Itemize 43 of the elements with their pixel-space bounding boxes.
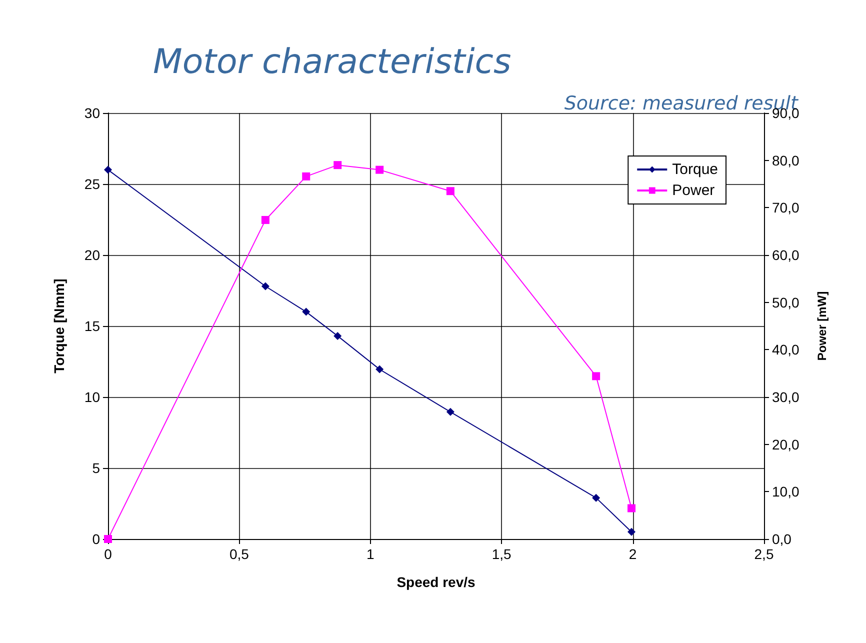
y2-tick-label: 70,0 [772,200,800,216]
point [592,372,600,380]
point [261,216,270,224]
point [446,408,454,416]
y2-tick-label: 30,0 [772,389,800,405]
y2-tick-label: 10,0 [772,484,800,500]
y2-axis-title: Power [mW] [815,291,829,361]
point [592,494,600,502]
x-tick-label: 1,5 [492,546,512,562]
point [376,166,384,174]
y-tick-label: 25 [84,176,100,192]
point [302,172,310,180]
y2-tick-label: 20,0 [772,436,800,452]
y-tick-label: 20 [84,247,100,263]
y2-tick-label: 50,0 [772,294,800,310]
y-tick-label: 0 [92,531,100,547]
point [104,166,112,174]
y-tick-label: 15 [84,318,100,334]
legend-label: Power [672,182,715,199]
x-tick-label: 2 [628,546,637,562]
x-axis-title: Speed rev/s [396,574,476,590]
y2-tick-label: 0,0 [772,531,792,547]
y-tick-label: 10 [84,389,100,405]
point [446,187,454,196]
point [627,528,636,536]
y-axis-title: Torque [Nmm] [51,278,67,374]
y2-tick-label: 80,0 [772,152,800,168]
point [334,161,342,170]
x-tick-label: 0,5 [229,546,250,562]
y2-tick-label: 60,0 [772,247,800,263]
x-tick-label: 2,5 [754,546,774,562]
y-tick-label: 5 [92,460,100,476]
point [334,332,342,340]
point [302,308,310,316]
y-tick-label: 30 [84,105,100,121]
legend-label: Torque [672,161,718,178]
y2-tick-label: 40,0 [772,342,800,358]
point [627,504,636,512]
chart-title: Motor characteristics [153,42,512,82]
point [376,365,384,374]
x-tick-label: 0 [104,546,112,562]
x-tick-label: 1 [366,546,374,562]
point [261,282,270,290]
